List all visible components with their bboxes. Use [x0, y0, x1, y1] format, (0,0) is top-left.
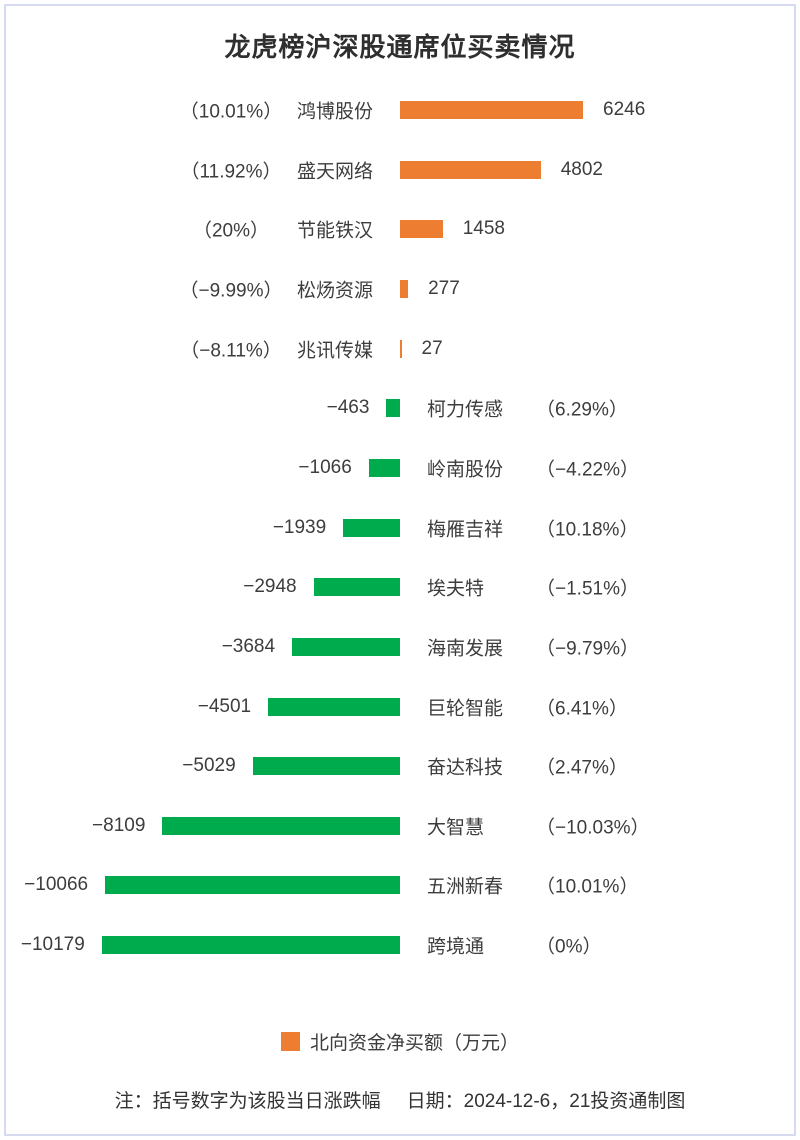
change-pct-label: （0%）: [536, 936, 602, 958]
net-sell-bar: [252, 757, 400, 776]
value-label: −3684: [221, 635, 276, 657]
net-sell-bar: [386, 399, 400, 418]
net-sell-bar: [343, 518, 400, 537]
chart-legend: 北向资金净买额（万元）: [0, 1028, 800, 1055]
net-sell-bar: [313, 578, 400, 597]
net-buy-bar: [400, 101, 583, 119]
chart-row: −463 柯力传感 （6.29%）: [0, 378, 800, 438]
chart-row: −4501 巨轮智能 （6.41%）: [0, 677, 800, 737]
chart-row: （−9.99%） 松炀资源 277: [0, 259, 800, 319]
footer-note: 注：括号数字为该股当日涨跌幅: [114, 1091, 381, 1112]
net-sell-bar: [368, 458, 400, 477]
legend-label: 北向资金净买额（万元）: [309, 1033, 519, 1054]
change-pct-label: （20%）: [192, 220, 270, 242]
chart-row: −3684 海南发展 （−9.79%）: [0, 617, 800, 677]
change-pct-label: （10.01%）: [179, 101, 283, 123]
value-label: 277: [428, 277, 460, 299]
net-sell-bar: [105, 876, 400, 895]
change-pct-label: （10.01%）: [536, 876, 639, 898]
net-buy-bar: [400, 220, 443, 239]
value-label: −5029: [182, 755, 236, 777]
footer-date: 日期：2024-12-6，21投资通制图: [406, 1091, 686, 1112]
change-pct-label: （−10.03%）: [536, 817, 650, 839]
net-buy-bar: [400, 339, 402, 358]
change-pct-label: （6.41%）: [536, 698, 628, 719]
change-pct-label: （10.18%）: [536, 519, 639, 541]
change-pct-label: （−1.51%）: [536, 578, 639, 600]
net-sell-bar: [268, 697, 400, 716]
chart-row: −10179 跨境通 （0%）: [0, 915, 800, 975]
chart-row: （20%） 节能铁汉 1458: [0, 199, 800, 259]
value-label: 27: [421, 337, 443, 359]
stock-name-label: 鸿博股份: [297, 101, 374, 123]
stock-name-label: 巨轮智能: [427, 698, 504, 719]
value-label: 4802: [560, 158, 603, 180]
net-sell-bar: [162, 816, 400, 835]
stock-name-label: 节能铁汉: [297, 220, 374, 242]
stock-name-label: 跨境通: [427, 936, 485, 958]
chart-row: （−8.11%） 兆讯传媒 27: [0, 319, 800, 379]
stock-name-label: 埃夫特: [427, 578, 485, 600]
value-label: 6246: [603, 99, 646, 120]
value-label: 1458: [462, 218, 505, 240]
change-pct-label: （6.29%）: [536, 399, 628, 421]
stock-name-label: 梅雁吉祥: [427, 519, 504, 541]
stock-name-label: 柯力传感: [427, 399, 504, 421]
change-pct-label: （−8.11%）: [180, 340, 282, 362]
value-label: −1066: [298, 456, 352, 478]
net-buy-bar: [400, 160, 541, 179]
stock-name-label: 海南发展: [427, 638, 504, 660]
stock-name-label: 盛天网络: [297, 161, 374, 183]
chart-row: −10066 五洲新春 （10.01%）: [0, 855, 800, 915]
stock-name-label: 兆讯传媒: [297, 340, 374, 362]
change-pct-label: （11.92%）: [180, 161, 282, 183]
value-label: −463: [326, 397, 370, 419]
value-label: −10066: [24, 874, 89, 896]
value-label: −1939: [272, 516, 327, 538]
value-label: −4501: [197, 695, 252, 717]
value-label: −10179: [20, 934, 85, 956]
legend-color-swatch: [280, 1032, 300, 1051]
chart-row: −1066 岭南股份 （−4.22%）: [0, 438, 800, 498]
change-pct-label: （−9.99%）: [179, 280, 283, 302]
change-pct-label: （−9.79%）: [536, 638, 639, 660]
chart-row: −8109 大智慧 （−10.03%）: [0, 796, 800, 856]
chart-row: −5029 奋达科技 （2.47%）: [0, 736, 800, 796]
chart-row: （10.01%） 鸿博股份 6246: [0, 80, 800, 140]
chart-title: 龙虎榜沪深股通席位买卖情况: [224, 32, 576, 62]
chart-row: −2948 埃夫特 （−1.51%）: [0, 557, 800, 617]
net-sell-bar: [101, 936, 400, 955]
stock-name-label: 大智慧: [427, 817, 485, 839]
chart-footer: 注：括号数字为该股当日涨跌幅 日期：2024-12-6，21投资通制图: [0, 1086, 800, 1113]
value-label: −8109: [92, 814, 146, 836]
change-pct-label: （−4.22%）: [536, 459, 639, 481]
change-pct-label: （2.47%）: [536, 757, 628, 779]
chart-row: −1939 梅雁吉祥 （10.18%）: [0, 498, 800, 558]
value-label: −2948: [243, 576, 297, 598]
stock-name-label: 奋达科技: [427, 757, 504, 779]
net-sell-bar: [292, 637, 400, 656]
stock-name-label: 五洲新春: [427, 876, 504, 898]
chart-row: （11.92%） 盛天网络 4802: [0, 140, 800, 200]
net-buy-bar: [400, 279, 409, 298]
stock-name-label: 松炀资源: [297, 280, 374, 302]
stock-name-label: 岭南股份: [427, 459, 504, 481]
